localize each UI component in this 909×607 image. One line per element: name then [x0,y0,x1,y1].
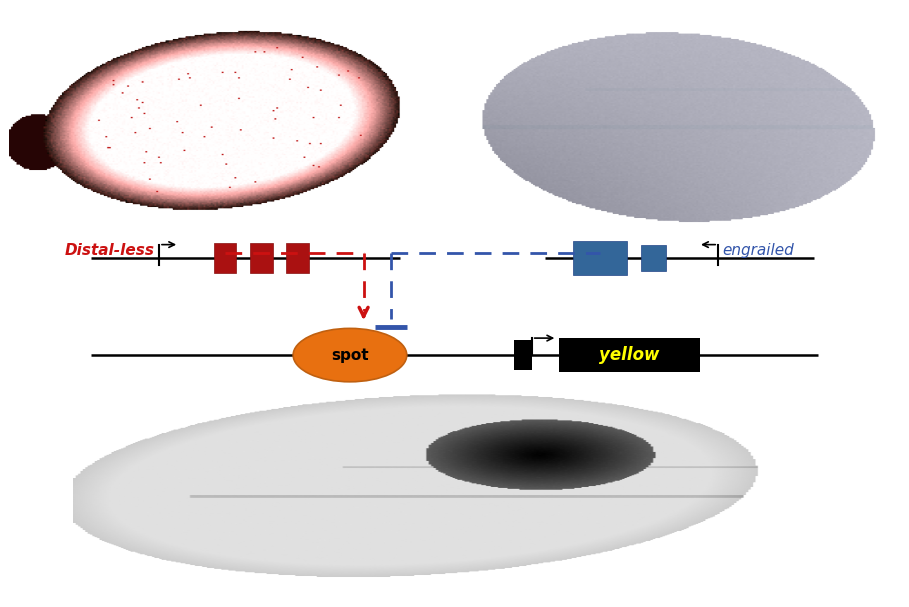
FancyBboxPatch shape [641,245,666,271]
Ellipse shape [313,337,387,373]
FancyBboxPatch shape [286,243,309,273]
FancyBboxPatch shape [573,241,627,274]
FancyBboxPatch shape [250,243,273,273]
FancyBboxPatch shape [214,243,236,273]
Text: spot: spot [331,348,369,362]
Ellipse shape [293,328,407,382]
Ellipse shape [327,344,373,366]
FancyBboxPatch shape [514,340,532,370]
Ellipse shape [302,333,398,378]
FancyBboxPatch shape [559,339,700,371]
Text: yellow: yellow [599,346,660,364]
Text: Distal-less: Distal-less [65,243,155,258]
Text: engrailed: engrailed [723,243,794,258]
